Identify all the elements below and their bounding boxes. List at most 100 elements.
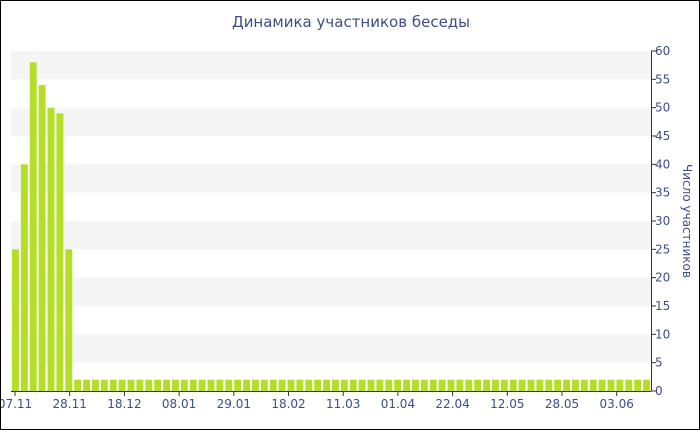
x-tick-label: 01.04: [381, 397, 415, 411]
y-tick-label: 35: [655, 186, 670, 200]
x-tick-label: 18.02: [271, 397, 305, 411]
bar: [154, 379, 162, 391]
bar: [287, 379, 295, 391]
bar: [340, 379, 348, 391]
x-tick-label: 29.01: [217, 397, 251, 411]
bar: [616, 379, 624, 391]
chart-title: Динамика участников беседы: [231, 13, 471, 31]
bars: [11, 62, 651, 392]
x-tick-label: 11.03: [326, 397, 360, 411]
grid-band: [11, 221, 651, 250]
y-tick-label: 60: [655, 44, 670, 58]
bar: [189, 379, 197, 391]
bar: [456, 379, 464, 391]
bar: [305, 379, 313, 391]
y-tick-label: 50: [655, 101, 670, 115]
bar: [83, 379, 91, 391]
y-tick-label: 0: [655, 384, 663, 398]
bar: [411, 379, 419, 391]
bar: [234, 379, 242, 391]
bar: [243, 379, 251, 391]
bar: [118, 379, 126, 391]
y-axis: 0 5 10 15 20 25 30 35 40 45 50 55 60: [651, 44, 670, 398]
bar: [349, 379, 357, 391]
bar: [491, 379, 499, 391]
bar: [376, 379, 384, 391]
y-axis-label: Число участников: [680, 164, 694, 278]
bar: [385, 379, 393, 391]
bar: [296, 379, 304, 391]
bar: [65, 249, 73, 391]
grid-band: [11, 107, 651, 136]
bar: [536, 379, 544, 391]
bar: [171, 379, 179, 391]
bar: [554, 379, 562, 391]
grid-band: [11, 334, 651, 363]
bar: [589, 379, 597, 391]
x-tick-label: 03.06: [600, 397, 634, 411]
bar: [20, 164, 28, 391]
y-tick-label: 25: [655, 242, 670, 256]
grid-band: [11, 164, 651, 193]
bar: [136, 379, 144, 391]
bar: [465, 379, 473, 391]
bar: [100, 379, 108, 391]
x-tick-label: 18.12: [107, 397, 141, 411]
bar: [278, 379, 286, 391]
bar: [38, 85, 46, 391]
bar: [420, 379, 428, 391]
bar: [127, 379, 135, 391]
bar: [509, 379, 517, 391]
bar: [163, 379, 171, 391]
grid-band: [11, 51, 651, 80]
bar: [438, 379, 446, 391]
grid-bands: [11, 51, 651, 363]
bar: [225, 379, 233, 391]
y-tick-label: 20: [655, 271, 670, 285]
bar: [251, 379, 259, 391]
bar: [367, 379, 375, 391]
bar: [563, 379, 571, 391]
bar: [625, 379, 633, 391]
bar: [91, 379, 99, 391]
bar: [323, 379, 331, 391]
y-tick-label: 10: [655, 327, 670, 341]
x-tick-label: 08.01: [162, 397, 196, 411]
bar: [403, 379, 411, 391]
bar: [527, 379, 535, 391]
bar: [29, 62, 37, 391]
bar: [500, 379, 508, 391]
bar: [47, 107, 55, 392]
y-tick-label: 55: [655, 72, 670, 86]
y-tick-label: 5: [655, 356, 663, 370]
y-tick-label: 15: [655, 299, 670, 313]
x-axis: 07.11 28.11 18.12 08.01 29.01 18.02 11.03 01.04…: [1, 391, 651, 411]
bar: [260, 379, 268, 391]
bar: [643, 379, 651, 391]
x-tick-label: 12.05: [490, 397, 524, 411]
bar: [207, 379, 215, 391]
bar: [216, 379, 224, 391]
bar: [180, 379, 188, 391]
bar: [56, 113, 64, 391]
bar: [358, 379, 366, 391]
bar: [314, 379, 322, 391]
bar: [74, 379, 82, 391]
bar: [580, 379, 588, 391]
bar: [545, 379, 553, 391]
bar: [447, 379, 455, 391]
bar: [269, 379, 277, 391]
bar: [109, 379, 117, 391]
bar: [198, 379, 206, 391]
y-tick-label: 30: [655, 214, 670, 228]
bar: [634, 379, 642, 391]
x-tick-label: 22.04: [435, 397, 469, 411]
bar: [394, 379, 402, 391]
bar: [429, 379, 437, 391]
grid-band: [11, 277, 651, 306]
bar: [145, 379, 153, 391]
bar: [331, 379, 339, 391]
bar: [483, 379, 491, 391]
bar: [598, 379, 606, 391]
